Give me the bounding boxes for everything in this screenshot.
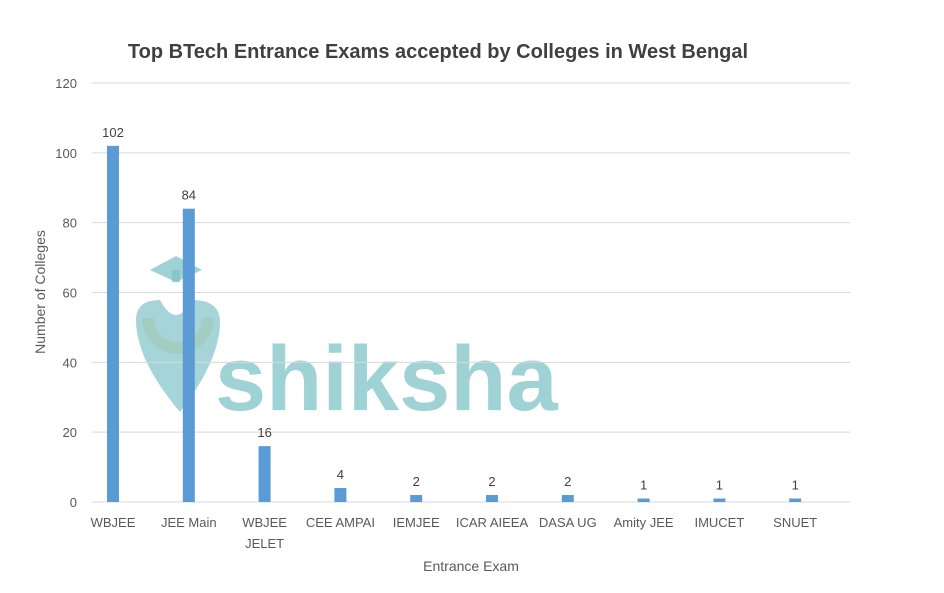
bar [637, 498, 650, 502]
bar-layer [107, 145, 802, 502]
bar [182, 208, 195, 502]
grid-layer [92, 82, 850, 503]
x-tick-label: WBJEE [91, 515, 136, 530]
x-tick-label: IEMJEE [393, 515, 440, 530]
bar [486, 495, 498, 502]
x-tick-label: WBJEE [242, 515, 287, 530]
bar [258, 446, 271, 502]
y-tick-labels: 0 20 40 60 80 100 120 [55, 76, 77, 510]
bar [410, 495, 423, 502]
x-tick-label: SNUET [773, 515, 817, 530]
x-tick-label: CEE AMPAI [306, 515, 375, 530]
watermark-pin-shape [136, 300, 220, 412]
x-axis-title: Entrance Exam [423, 558, 519, 574]
data-label: 2 [564, 474, 571, 489]
bar [334, 488, 347, 502]
x-tick-labels: WBJEE JEE Main WBJEE JELET CEE AMPAI IEMJEE IC… [91, 515, 818, 551]
data-label: 102 [102, 125, 124, 140]
x-tick-label: ICAR AIEEA [456, 515, 529, 530]
y-tick-label: 40 [63, 355, 77, 370]
data-label: 16 [257, 425, 271, 440]
bar [713, 498, 726, 502]
y-tick-label: 0 [70, 495, 77, 510]
bar [789, 498, 802, 502]
bar [561, 495, 574, 502]
watermark-text: shiksha [215, 328, 558, 430]
x-tick-label: JEE Main [161, 515, 217, 530]
x-tick-label: DASA UG [539, 515, 597, 530]
y-tick-label: 80 [63, 216, 77, 231]
data-label: 84 [182, 188, 196, 203]
data-label: 1 [716, 478, 723, 493]
data-label: 1 [640, 478, 647, 493]
shiksha-watermark: shiksha [136, 256, 558, 430]
y-tick-label: 20 [63, 425, 77, 440]
x-tick-label: IMUCET [694, 515, 744, 530]
data-label: 1 [792, 478, 799, 493]
y-tick-label: 120 [55, 76, 77, 91]
chart-title: Top BTech Entrance Exams accepted by Col… [128, 41, 748, 63]
y-tick-label: 100 [55, 146, 77, 161]
cap-base-shape [172, 270, 180, 282]
data-label: 4 [337, 467, 344, 482]
data-label: 2 [413, 474, 420, 489]
y-tick-label: 60 [63, 286, 77, 301]
data-labels: 102 84 16 4 2 2 2 1 1 1 [102, 125, 799, 493]
data-label: 2 [488, 474, 495, 489]
y-axis-title: Number of Colleges [32, 230, 48, 354]
x-tick-label: Amity JEE [614, 515, 674, 530]
x-tick-label: JELET [245, 536, 284, 551]
bar [107, 145, 119, 502]
